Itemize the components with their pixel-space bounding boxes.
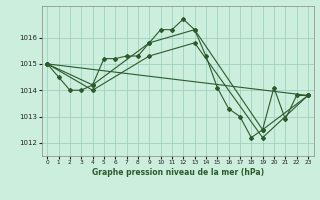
X-axis label: Graphe pression niveau de la mer (hPa): Graphe pression niveau de la mer (hPa)	[92, 168, 264, 177]
